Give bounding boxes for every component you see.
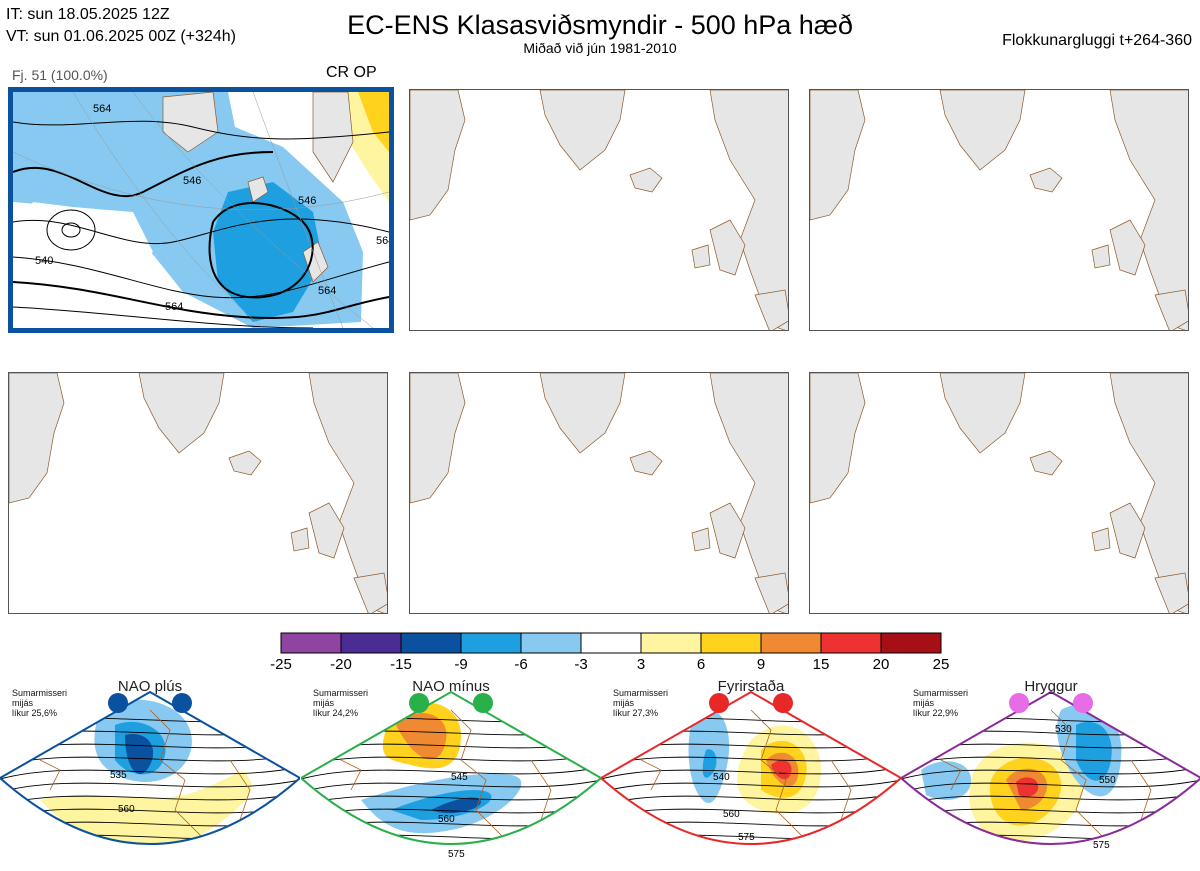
regime-nao-minus[interactable]: 545 560 575 NAO mínus Sumarmisseri mijás líkur… [301,670,601,870]
contour-label: 564 [93,103,111,115]
regime-info-line: líkur 24,2% [313,708,359,718]
regime-info: Sumarmisseri mijás líkur 27,3% [613,688,668,718]
regime-title: NAO plús [117,678,183,695]
regime-title: Hryggur [1024,678,1078,695]
contour-label: 564 [376,235,389,247]
classification-window: Flokkunargluggi t+264-360 [1002,32,1192,49]
regime-contour-label: 575 [1093,840,1110,851]
regime-marker-dot [1009,693,1029,713]
colorbar-segment [400,632,462,654]
regime-marker-dot [172,693,192,713]
initial-time: IT: sun 18.05.2025 12Z [6,6,170,23]
valid-time: VT: sun 01.06.2025 00Z (+324h) [6,28,236,45]
regime-info-line: Sumarmisseri [313,688,369,698]
colorbar-segment [460,632,522,654]
regime-info: Sumarmisseri mijás líkur 25,6% [12,688,67,718]
regime-contour-label: 560 [723,809,740,820]
scenario-panel-2[interactable] [409,89,789,331]
member-count-label: Fj. 51 (100.0%) [12,67,108,83]
regime-contour-label: 540 [713,772,730,783]
scenario-panel-6[interactable] [809,372,1189,614]
anomaly-colorbar [280,632,942,654]
regime-contour-label: 575 [738,832,755,843]
contour-label: 546 [298,195,316,207]
regime-title: Fyrirstaða [717,678,785,695]
regime-map: 535 560 [0,690,300,845]
colorbar-tick-label: -15 [390,656,412,673]
regime-marker-dot [773,693,793,713]
colorbar-tick-label: -6 [514,656,528,673]
page-title: EC-ENS Klasasviðsmyndir - 500 hPa hæð [347,10,853,40]
colorbar-segment [760,632,822,654]
regime-info-line: líkur 22,9% [913,708,959,718]
colorbar-segment [580,632,642,654]
contour-label: 564 [318,285,336,297]
colorbar-tick-label: -3 [574,656,588,673]
colorbar-tick-label: 15 [812,656,830,673]
header-times: IT: sun 18.05.2025 12Z VT: sun 01.06.202… [6,4,236,48]
scenario-map-1: 546 546 540 564 564 564 564 [13,92,389,328]
regime-nao-plus[interactable]: 535 560 NAO plús Sumarmisseri mijás líkur 25,… [0,670,300,870]
regime-marker-dot [709,693,729,713]
regime-info-line: mijás [12,698,34,708]
land-map [810,373,1188,613]
regime-info: Sumarmisseri mijás líkur 22,9% [913,688,968,718]
regime-info-line: mijás [613,698,635,708]
scenario-panel-1[interactable]: 546 546 540 564 564 564 564 [8,87,394,333]
regime-title: NAO mínus [412,678,490,695]
contour-label: 564 [165,301,183,313]
regime-marker-dot [409,693,429,713]
colorbar-tick-label: 20 [872,656,890,673]
cr-op-label: CR OP [326,64,377,81]
contour-label: 540 [35,255,53,267]
colorbar-tick-label: 25 [932,656,950,673]
colorbar-tick-label: 9 [756,656,766,673]
colorbar-segment [880,632,942,654]
regime-contour-label: 550 [1099,775,1116,786]
regime-marker-dot [1073,693,1093,713]
regime-info-line: líkur 25,6% [12,708,58,718]
colorbar-segment [280,632,342,654]
page-subtitle: Miðað við jún 1981-2010 [523,40,677,56]
regime-info-line: Sumarmisseri [12,688,68,698]
colorbar-tick-label: 3 [636,656,646,673]
regime-info-line: Sumarmisseri [613,688,669,698]
regime-contour-label: 545 [451,772,468,783]
regime-contour-label: 575 [448,849,465,860]
regime-info-line: mijás [313,698,335,708]
colorbar-tick-label: -9 [454,656,468,673]
colorbar-segment [820,632,882,654]
land-map [810,90,1188,330]
scenario-panel-4[interactable] [8,372,388,614]
regime-contour-label: 535 [110,770,127,781]
land-map [410,373,788,613]
regime-marker-dot [108,693,128,713]
regime-info-line: Sumarmisseri [913,688,969,698]
land-map [410,90,788,330]
colorbar-tick-label: -20 [330,656,352,673]
regime-info: Sumarmisseri mijás líkur 24,2% [313,688,368,718]
regime-contour-label: 530 [1055,724,1072,735]
regime-info-line: líkur 27,3% [613,708,659,718]
colorbar-tick-label: 6 [696,656,706,673]
regime-map: 545 560 575 [301,690,601,860]
colorbar-segment [700,632,762,654]
contour-label: 546 [183,175,201,187]
regime-map: 530 550 575 [901,690,1200,851]
regime-map: 540 560 575 [601,690,901,845]
colorbar-segment [640,632,702,654]
regime-info-line: mijás [913,698,935,708]
regime-ridge[interactable]: 530 550 575 Hryggur Sumarmisseri mijás líkur 2… [901,670,1200,870]
regime-blocking[interactable]: 540 560 575 Fyrirstaða Sumarmisseri mijás líku… [601,670,901,870]
regime-contour-label: 560 [118,804,135,815]
scenario-panel-3[interactable] [809,89,1189,331]
regime-contour-label: 560 [438,814,455,825]
colorbar-segment [520,632,582,654]
scenario-panel-5[interactable] [409,372,789,614]
land-map [9,373,387,613]
regime-marker-dot [473,693,493,713]
colorbar-segment [340,632,402,654]
colorbar-tick-label: -25 [270,656,292,673]
